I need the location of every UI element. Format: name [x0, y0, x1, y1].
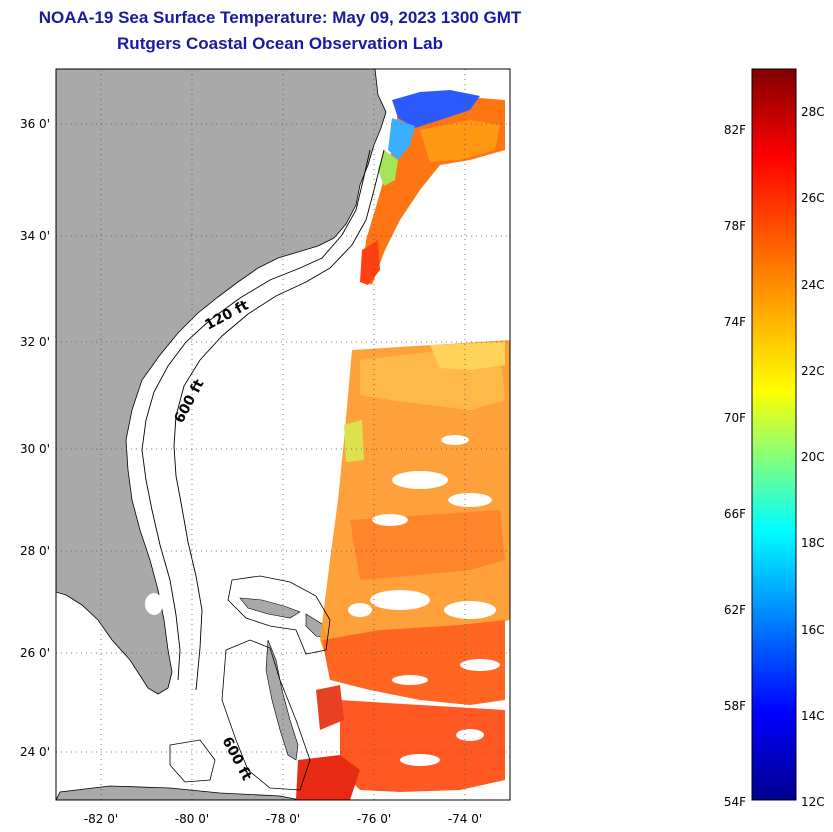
colorbar-f-label: 82F [724, 123, 746, 137]
colorbar-f-label: 62F [724, 603, 746, 617]
lat-label: 36 0' [20, 117, 50, 131]
lon-label: -80 0' [175, 812, 209, 826]
lat-label: 32 0' [20, 335, 50, 349]
sst-swath-main [296, 340, 510, 800]
sst-swath-north [360, 90, 505, 285]
colorbar-f-label: 54F [724, 795, 746, 809]
colorbar-celsius-labels: 28C 26C 24C 22C 20C 18C 16C 14C 12C [801, 105, 825, 809]
page-subtitle: Rutgers Coastal Ocean Observation Lab [117, 34, 443, 53]
colorbar-c-label: 24C [801, 278, 825, 292]
longitude-labels: -82 0' -80 0' -78 0' -76 0' -74 0' [84, 812, 482, 826]
lon-label: -76 0' [357, 812, 391, 826]
colorbar-c-label: 16C [801, 623, 825, 637]
contour-label-600ft-south: 600 ft [218, 734, 254, 783]
lat-label: 30 0' [20, 442, 50, 456]
colorbar-f-label: 66F [724, 507, 746, 521]
colorbar-f-label: 78F [724, 219, 746, 233]
cuba-land [56, 785, 301, 800]
land-mass [56, 69, 387, 695]
colorbar-c-label: 20C [801, 450, 825, 464]
lat-label: 28 0' [20, 544, 50, 558]
cloud-gaps [348, 210, 500, 766]
bahamas-island [239, 597, 301, 619]
bahamas-island [265, 639, 299, 761]
lat-label: 24 0' [20, 745, 50, 759]
colorbar-c-label: 22C [801, 364, 825, 378]
colorbar-f-label: 74F [724, 315, 746, 329]
map-grid [56, 69, 510, 800]
contour-120ft [141, 149, 371, 681]
map-area: 120 ft 600 ft 600 ft [56, 69, 510, 800]
colorbar-fahrenheit-labels: 82F 78F 74F 70F 66F 62F 58F 54F [724, 123, 746, 809]
contour-bahamas [221, 639, 311, 791]
lake-okeechobee [145, 593, 163, 615]
map-frame [55, 68, 511, 801]
lon-label: -78 0' [266, 812, 300, 826]
contour-label-600ft: 600 ft [171, 377, 207, 426]
colorbar-c-label: 28C [801, 105, 825, 119]
lat-label: 34 0' [20, 229, 50, 243]
colorbar-c-label: 18C [801, 536, 825, 550]
page-title: NOAA-19 Sea Surface Temperature: May 09,… [38, 8, 522, 27]
colorbar-c-label: 12C [801, 795, 825, 809]
lat-label: 26 0' [20, 646, 50, 660]
contour-bahamas [227, 575, 331, 655]
colorbar-c-label: 14C [801, 709, 825, 723]
lon-label: -74 0' [448, 812, 482, 826]
colorbar [751, 68, 797, 801]
lon-label: -82 0' [84, 812, 118, 826]
contour-600ft [173, 149, 385, 691]
colorbar-f-label: 58F [724, 699, 746, 713]
contour-bahamas [169, 739, 216, 783]
latitude-labels: 36 0' 34 0' 32 0' 30 0' 28 0' 26 0' 24 0… [20, 117, 50, 759]
colorbar-f-label: 70F [724, 411, 746, 425]
colorbar-c-label: 26C [801, 191, 825, 205]
